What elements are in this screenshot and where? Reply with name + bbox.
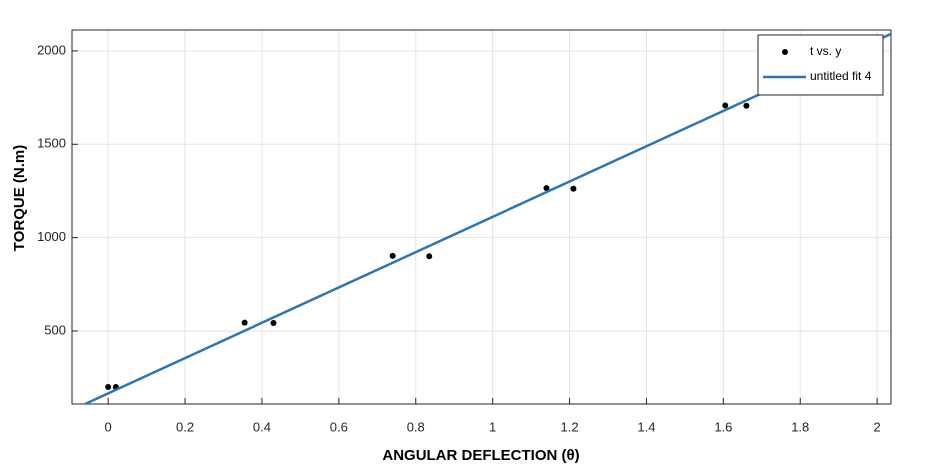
plot-layer	[84, 32, 891, 404]
x-tick-label: 1	[489, 419, 496, 434]
data-point	[105, 384, 112, 391]
data-point	[743, 102, 750, 109]
y-tick-label: 1000	[37, 229, 66, 244]
legend-box	[757, 34, 884, 96]
x-tick-label: 1.6	[714, 419, 732, 434]
x-tick-label: 0	[105, 419, 112, 434]
data-point	[722, 102, 729, 109]
y-axis-title: TORQUE (N.m)	[11, 145, 28, 251]
y-tick-label: 2000	[37, 42, 66, 57]
data-point	[543, 185, 550, 192]
x-axis-title: ANGULAR DEFLECTION (θ)	[382, 447, 579, 464]
legend-marker	[782, 49, 788, 55]
x-tick-label: 1.4	[637, 419, 655, 434]
axes-box	[71, 29, 892, 405]
x-tick-label: 0.8	[407, 419, 425, 434]
x-tick-label: 0.4	[253, 419, 271, 434]
y-tick-label: 500	[44, 322, 66, 337]
data-point	[570, 185, 577, 192]
x-tick-label: 1.2	[561, 419, 579, 434]
data-point	[426, 253, 433, 260]
data-point	[389, 252, 396, 259]
legend-label: untitled fit 4	[810, 69, 872, 83]
plot-area	[72, 30, 891, 404]
legend-label: t vs. y	[810, 44, 841, 58]
data-point	[241, 319, 248, 326]
x-tick-label: 0.2	[176, 419, 194, 434]
x-tick-label: 2	[874, 419, 881, 434]
fit-line	[84, 32, 891, 404]
data-point	[270, 319, 277, 326]
x-tick-label: 0.6	[330, 419, 348, 434]
y-tick-label: 1500	[37, 136, 66, 151]
x-tick-label: 1.8	[791, 419, 809, 434]
